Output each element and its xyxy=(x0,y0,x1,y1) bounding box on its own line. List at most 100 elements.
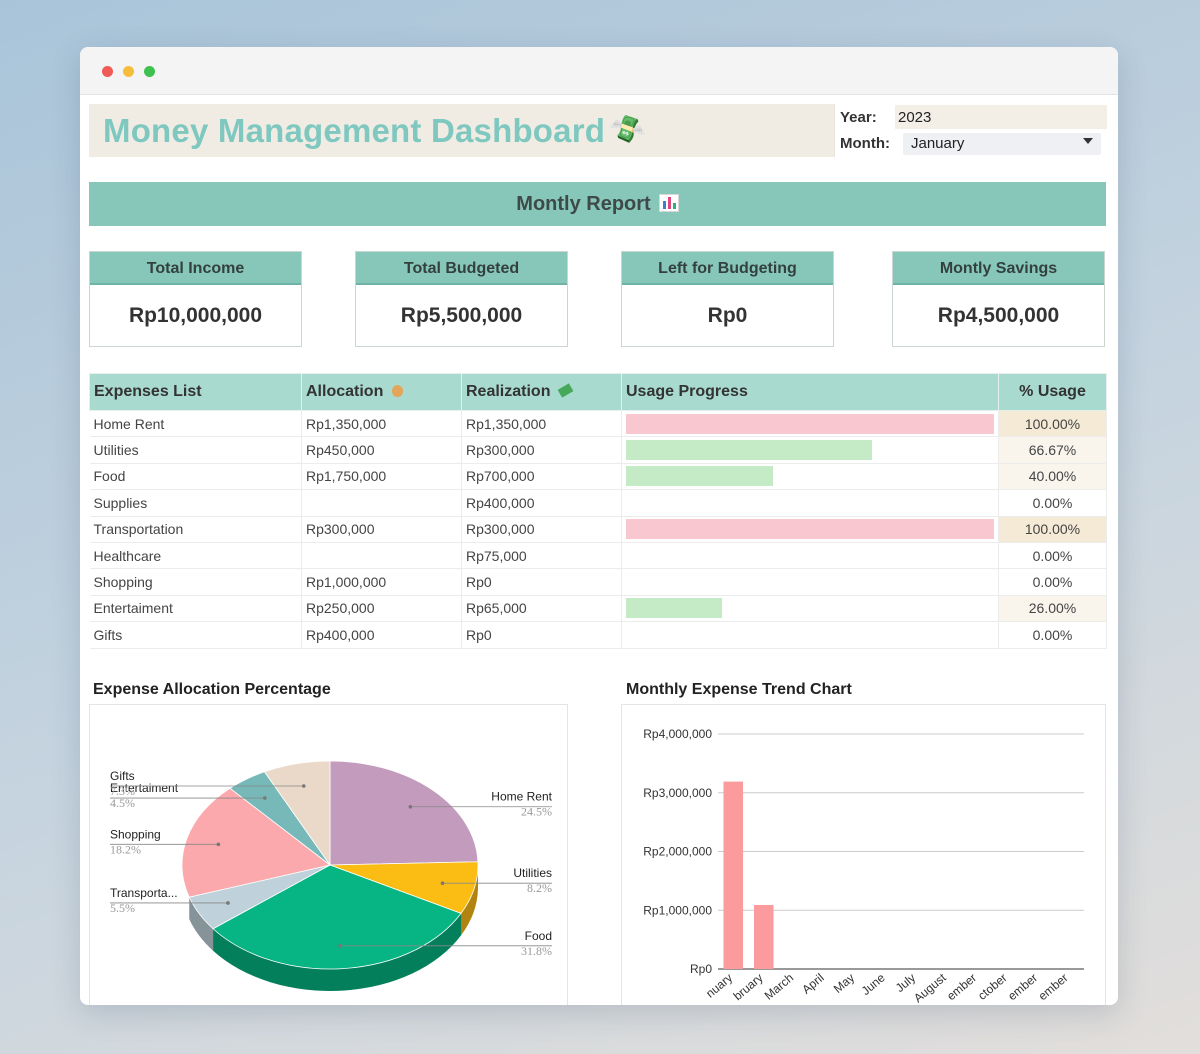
month-dropdown-value: January xyxy=(911,135,965,152)
x-tick-label: March xyxy=(762,971,797,1003)
cell-name[interactable]: Healthcare xyxy=(89,542,302,570)
cell-usage-pct[interactable]: 0.00% xyxy=(998,568,1107,596)
kpi-label: Montly Savings xyxy=(893,252,1104,285)
cell-usage-pct[interactable]: 100.00% xyxy=(998,516,1107,543)
pie-slice-label: Gifts xyxy=(110,769,135,783)
table-row: Transportation Rp300,000 Rp300,000 100.00% xyxy=(89,516,1107,543)
maximize-window-button[interactable] xyxy=(144,66,155,77)
cell-name[interactable]: Food xyxy=(89,463,302,491)
cell-realization[interactable]: Rp75,000 xyxy=(461,542,622,570)
col-header-expenses[interactable]: Expenses List xyxy=(89,373,302,411)
cell-usage-pct[interactable]: 40.00% xyxy=(998,463,1107,491)
cell-name[interactable]: Entertaiment xyxy=(89,595,302,623)
pie-slice-pct: 4.5% xyxy=(110,796,135,810)
y-tick-label: Rp1,000,000 xyxy=(643,903,712,917)
table-row: Supplies Rp400,000 0.00% xyxy=(89,489,1107,517)
cell-name[interactable]: Gifts xyxy=(89,621,302,649)
cell-allocation[interactable]: Rp1,350,000 xyxy=(301,410,462,438)
cell-realization[interactable]: Rp65,000 xyxy=(461,595,622,623)
table-row: Entertaiment Rp250,000 Rp65,000 26.00% xyxy=(89,595,1107,623)
cell-allocation[interactable] xyxy=(301,542,462,570)
table-row: Healthcare Rp75,000 0.00% xyxy=(89,542,1107,570)
cell-allocation[interactable]: Rp1,000,000 xyxy=(301,568,462,596)
bar-february[interactable] xyxy=(753,904,774,969)
cell-usage-pct[interactable]: 0.00% xyxy=(998,489,1107,517)
page-title-text: Money Management Dashboard xyxy=(103,112,606,149)
year-value[interactable]: 2023 xyxy=(898,109,932,126)
cell-usage-progress xyxy=(621,516,999,543)
cell-usage-pct[interactable]: 66.67% xyxy=(998,436,1107,464)
cell-usage-progress xyxy=(621,542,999,570)
col-header-text: Allocation xyxy=(306,383,384,400)
month-label: Month: xyxy=(840,135,890,152)
kpi-value: Rp4,500,000 xyxy=(937,304,1060,327)
pie-leader-dot xyxy=(301,784,306,788)
cell-realization[interactable]: Rp300,000 xyxy=(461,436,622,464)
month-dropdown[interactable]: January xyxy=(903,133,1101,155)
cell-allocation[interactable]: Rp450,000 xyxy=(301,436,462,464)
pie-slice-label: Food xyxy=(525,929,552,943)
cell-usage-pct[interactable]: 100.00% xyxy=(998,410,1107,438)
pie-slice[interactable] xyxy=(263,760,331,867)
pie-leader-dot xyxy=(408,804,413,809)
pie-leader-dot xyxy=(226,901,230,905)
minimize-window-button[interactable] xyxy=(123,66,134,77)
chevron-down-icon[interactable] xyxy=(1083,138,1093,144)
cell-name[interactable]: Transportation xyxy=(89,516,302,543)
cell-allocation[interactable] xyxy=(301,489,462,517)
cell-name[interactable]: Utilities xyxy=(89,436,302,464)
cell-realization[interactable]: Rp0 xyxy=(461,621,622,649)
pie-slice[interactable] xyxy=(329,760,479,866)
col-header-usage-progress[interactable]: Usage Progress xyxy=(621,373,999,411)
y-tick-label: Rp0 xyxy=(690,962,712,976)
pie-slice-label: Entertaiment xyxy=(110,781,179,795)
x-tick-label: June xyxy=(859,970,888,998)
cell-realization[interactable]: Rp1,350,000 xyxy=(461,410,622,438)
year-cell[interactable] xyxy=(895,105,1107,129)
cell-usage-pct[interactable]: 0.00% xyxy=(998,621,1107,649)
bar-chart-svg: Rp0 Rp1,000,000 Rp2,000,000 Rp3,000,000 Rp4,… xyxy=(643,727,1084,1005)
cell-realization[interactable]: Rp0 xyxy=(461,568,622,596)
expense-allocation-pie-chart: Home Rent 24.5% Utilities 8.2% Food 31.8% Tran… xyxy=(89,704,568,1005)
cell-name[interactable]: Shopping xyxy=(89,568,302,596)
col-header-text: Expenses List xyxy=(94,383,202,400)
cell-usage-progress xyxy=(621,489,999,517)
y-tick-label: Rp3,000,000 xyxy=(643,786,712,800)
col-header-allocation[interactable]: Allocation xyxy=(301,373,462,411)
pie-chart-title: Expense Allocation Percentage xyxy=(93,681,331,698)
pie-slice[interactable] xyxy=(181,787,331,898)
cell-allocation[interactable]: Rp400,000 xyxy=(301,621,462,649)
pie-slice[interactable] xyxy=(212,864,462,970)
money-bag-icon xyxy=(391,385,403,397)
cell-usage-progress xyxy=(621,463,999,491)
usage-progress-bar xyxy=(626,598,722,619)
pie-slice-pct: 7.3% xyxy=(110,784,135,798)
kpi-value: Rp10,000,000 xyxy=(128,304,263,327)
pie-slice-label: Transporta... xyxy=(110,886,178,900)
kpi-label: Left for Budgeting xyxy=(622,252,833,285)
pie-leader-dot xyxy=(263,796,267,800)
cell-name[interactable]: Home Rent xyxy=(89,410,302,438)
col-header-usage-pct[interactable]: % Usage xyxy=(998,373,1107,411)
x-tick-label: bruary xyxy=(731,971,766,1004)
cell-allocation[interactable]: Rp300,000 xyxy=(301,516,462,543)
x-tick-label: ember xyxy=(944,971,979,1004)
cell-usage-pct[interactable]: 26.00% xyxy=(998,595,1107,623)
pie-leader-dot xyxy=(440,881,445,885)
pie-top-faces xyxy=(181,760,479,970)
close-window-button[interactable] xyxy=(102,66,113,77)
cell-realization[interactable]: Rp700,000 xyxy=(461,463,622,491)
col-header-realization[interactable]: Realization xyxy=(461,373,622,411)
kpi-label: Total Budgeted xyxy=(356,252,567,285)
cell-name[interactable]: Supplies xyxy=(89,489,302,517)
x-tick-label: ember xyxy=(1036,971,1071,1004)
pie-slice-pct: 5.5% xyxy=(110,901,135,915)
cell-usage-pct[interactable]: 0.00% xyxy=(998,542,1107,570)
cell-allocation[interactable]: Rp250,000 xyxy=(301,595,462,623)
bar-january[interactable] xyxy=(723,781,744,969)
usage-progress-bar xyxy=(626,440,872,461)
x-tick-label: April xyxy=(799,971,826,997)
cell-realization[interactable]: Rp400,000 xyxy=(461,489,622,517)
cell-allocation[interactable]: Rp1,750,000 xyxy=(301,463,462,491)
cell-realization[interactable]: Rp300,000 xyxy=(461,516,622,543)
